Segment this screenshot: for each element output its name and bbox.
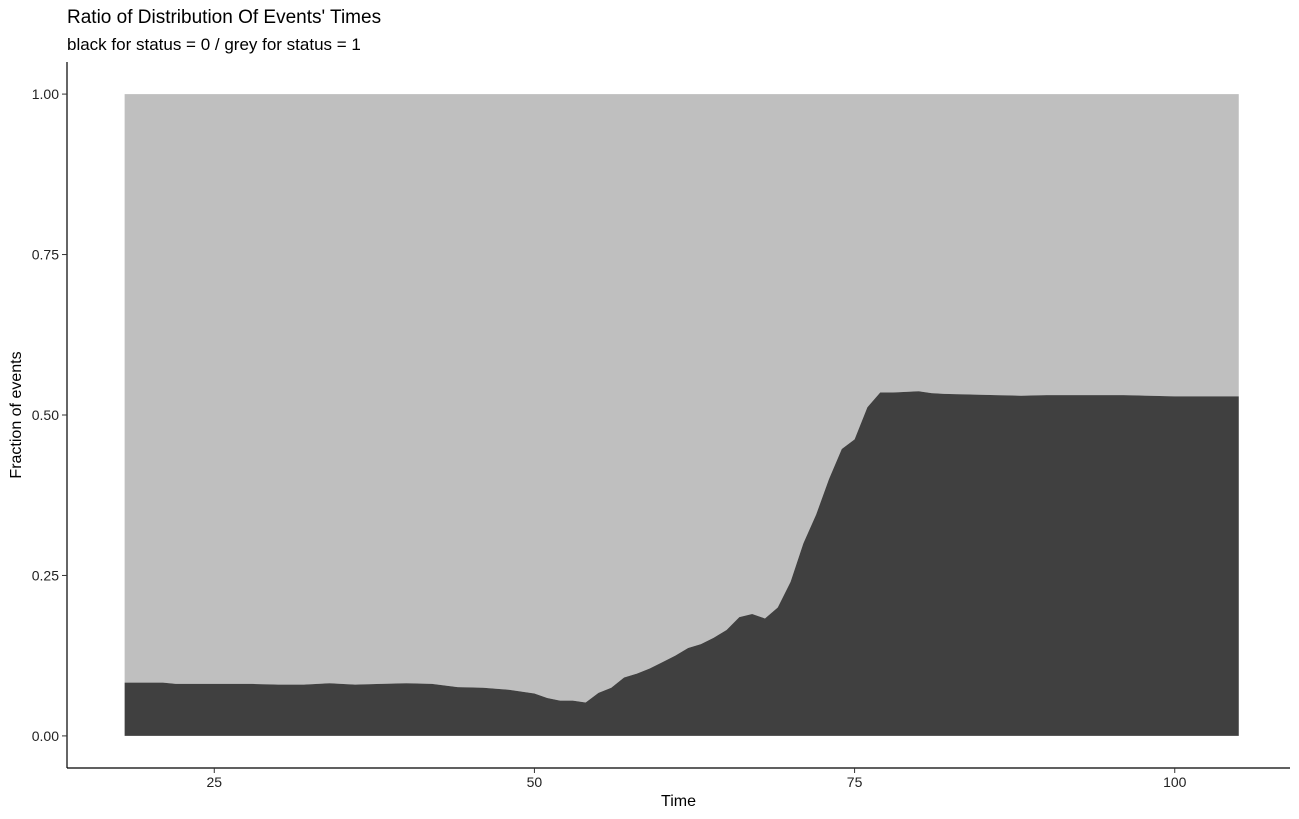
y-tick-label: 1.00 [32,86,59,102]
chart-subtitle: black for status = 0 / grey for status =… [67,35,361,54]
x-tick-label: 25 [206,774,222,790]
plot-area [124,94,1239,736]
area-status-1 [124,94,1239,703]
y-tick-label: 0.75 [32,247,59,263]
x-tick-label: 50 [527,774,543,790]
x-tick-label: 75 [847,774,863,790]
area-status-0 [124,391,1239,736]
x-axis-ticks: 25 50 75 100 [206,768,1187,790]
chart-title: Ratio of Distribution Of Events' Times [67,7,381,28]
y-tick-label: 0.00 [32,728,59,744]
y-axis-title: Fraction of events [8,351,25,478]
y-tick-label: 0.50 [32,407,59,423]
y-tick-label: 0.25 [32,567,59,583]
x-tick-label: 100 [1163,774,1187,790]
x-axis-title: Time [661,793,696,810]
y-axis-ticks: 0.00 0.25 0.50 0.75 1.00 [32,86,67,744]
